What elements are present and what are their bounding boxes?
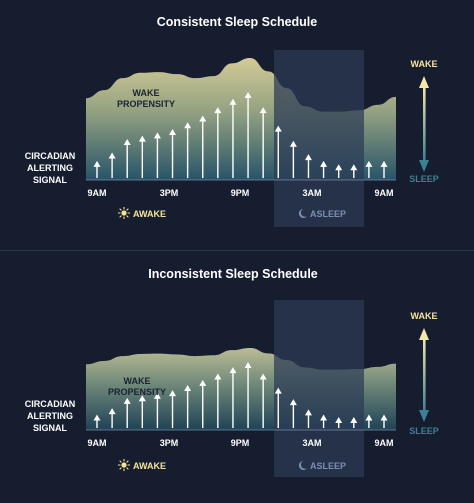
- alerting-arrowhead-icon: [259, 107, 267, 114]
- alerting-arrowhead-icon: [350, 164, 358, 171]
- circadian-label-line2: ALERTING: [27, 163, 73, 173]
- alerting-arrowhead-icon: [123, 139, 131, 146]
- x-tick-label: 3PM: [160, 438, 179, 448]
- x-tick-label: 3AM: [302, 188, 321, 198]
- consistent-schedule-diagram: Consistent Sleep Schedule WAKE PROPENSIT…: [25, 15, 439, 227]
- asleep-legend-label: ASLEEP: [310, 461, 346, 471]
- wake-sleep-scale-shaft: [423, 338, 426, 412]
- alerting-arrowhead-icon: [153, 132, 161, 139]
- alerting-arrowhead-icon: [93, 160, 101, 167]
- inconsistent-schedule-panel: Inconsistent Sleep Schedule WAKE PROPENS…: [0, 252, 474, 503]
- x-tick-label: 9AM: [374, 438, 393, 448]
- alerting-arrowhead-icon: [229, 367, 237, 374]
- alerting-arrowhead-icon: [199, 115, 207, 122]
- sleep-scale-label: SLEEP: [409, 426, 439, 436]
- wake-propensity-label-line2: PROPENSITY: [108, 387, 166, 397]
- moon-icon: [298, 461, 307, 470]
- alerting-arrowhead-icon: [138, 395, 146, 402]
- panel-title: Inconsistent Sleep Schedule: [148, 267, 318, 281]
- asleep-period-band: [274, 300, 364, 477]
- panel-title: Consistent Sleep Schedule: [157, 15, 318, 29]
- alerting-signal-arrows: [93, 362, 388, 428]
- asleep-legend-label: ASLEEP: [310, 209, 346, 219]
- x-tick-label: 9AM: [374, 188, 393, 198]
- alerting-arrowhead-icon: [123, 397, 131, 404]
- alerting-arrowhead-icon: [350, 417, 358, 424]
- alerting-arrowhead-icon: [93, 414, 101, 421]
- alerting-arrowhead-icon: [108, 152, 116, 159]
- circadian-label-line3: SIGNAL: [33, 175, 68, 185]
- alerting-arrowhead-icon: [274, 387, 282, 394]
- alerting-arrowhead-icon: [169, 128, 177, 135]
- sun-icon: [117, 206, 131, 220]
- alerting-arrowhead-icon: [304, 154, 312, 161]
- wake-scale-label: WAKE: [411, 311, 438, 321]
- alerting-arrowhead-icon: [244, 92, 252, 98]
- sleep-arrowhead-icon: [419, 160, 429, 172]
- x-tick-label: 9PM: [231, 188, 250, 198]
- alerting-arrowhead-icon: [335, 164, 343, 171]
- wake-scale-label: WAKE: [411, 59, 438, 69]
- sleep-scale-label: SLEEP: [409, 174, 439, 184]
- alerting-arrowhead-icon: [380, 160, 388, 167]
- wake-propensity-label-line2: PROPENSITY: [117, 99, 175, 109]
- alerting-arrowhead-icon: [229, 98, 237, 105]
- panel-divider: [0, 250, 474, 251]
- circadian-label-line3: SIGNAL: [33, 423, 68, 433]
- alerting-arrowhead-icon: [289, 140, 297, 147]
- alerting-arrowhead-icon: [138, 135, 146, 142]
- x-tick-label: 3AM: [302, 438, 321, 448]
- x-tick-label: 9PM: [231, 438, 250, 448]
- circadian-label-line2: ALERTING: [27, 411, 73, 421]
- wake-sleep-scale-shaft: [423, 86, 426, 162]
- moon-icon: [298, 209, 307, 218]
- sleep-arrowhead-icon: [419, 410, 429, 422]
- alerting-arrowhead-icon: [184, 122, 192, 129]
- wake-propensity-label-line1: WAKE: [124, 376, 151, 386]
- awake-legend-label: AWAKE: [133, 209, 166, 219]
- x-tick-label: 3PM: [160, 188, 179, 198]
- consistent-schedule-panel: Consistent Sleep Schedule WAKE PROPENSIT…: [0, 0, 474, 250]
- x-tick-label: 9AM: [87, 438, 106, 448]
- alerting-arrowhead-icon: [244, 362, 252, 368]
- inconsistent-schedule-diagram: Inconsistent Sleep Schedule WAKE PROPENS…: [25, 267, 439, 477]
- alerting-arrowhead-icon: [169, 390, 177, 397]
- asleep-period-band: [274, 50, 364, 227]
- alerting-arrowhead-icon: [259, 373, 267, 380]
- alerting-arrowhead-icon: [153, 392, 161, 399]
- alerting-arrowhead-icon: [320, 160, 328, 167]
- wake-propensity-label-line1: WAKE: [133, 88, 160, 98]
- alerting-arrowhead-icon: [214, 373, 222, 380]
- alerting-signal-arrows: [93, 92, 388, 178]
- alerting-arrowhead-icon: [108, 408, 116, 415]
- alerting-arrowhead-icon: [380, 414, 388, 421]
- circadian-label-line1: CIRCADIAN: [25, 151, 76, 161]
- alerting-arrowhead-icon: [274, 125, 282, 132]
- x-tick-label: 9AM: [87, 188, 106, 198]
- wake-arrowhead-icon: [419, 328, 429, 340]
- alerting-arrowhead-icon: [214, 107, 222, 114]
- alerting-arrowhead-icon: [289, 399, 297, 406]
- alerting-arrowhead-icon: [304, 409, 312, 416]
- wake-arrowhead-icon: [419, 76, 429, 88]
- sun-icon: [117, 458, 131, 472]
- alerting-arrowhead-icon: [365, 160, 373, 167]
- alerting-arrowhead-icon: [199, 379, 207, 386]
- alerting-arrowhead-icon: [335, 417, 343, 424]
- alerting-arrowhead-icon: [365, 414, 373, 421]
- circadian-label-line1: CIRCADIAN: [25, 399, 76, 409]
- alerting-arrowhead-icon: [184, 385, 192, 392]
- awake-legend-label: AWAKE: [133, 461, 166, 471]
- alerting-arrowhead-icon: [320, 414, 328, 421]
